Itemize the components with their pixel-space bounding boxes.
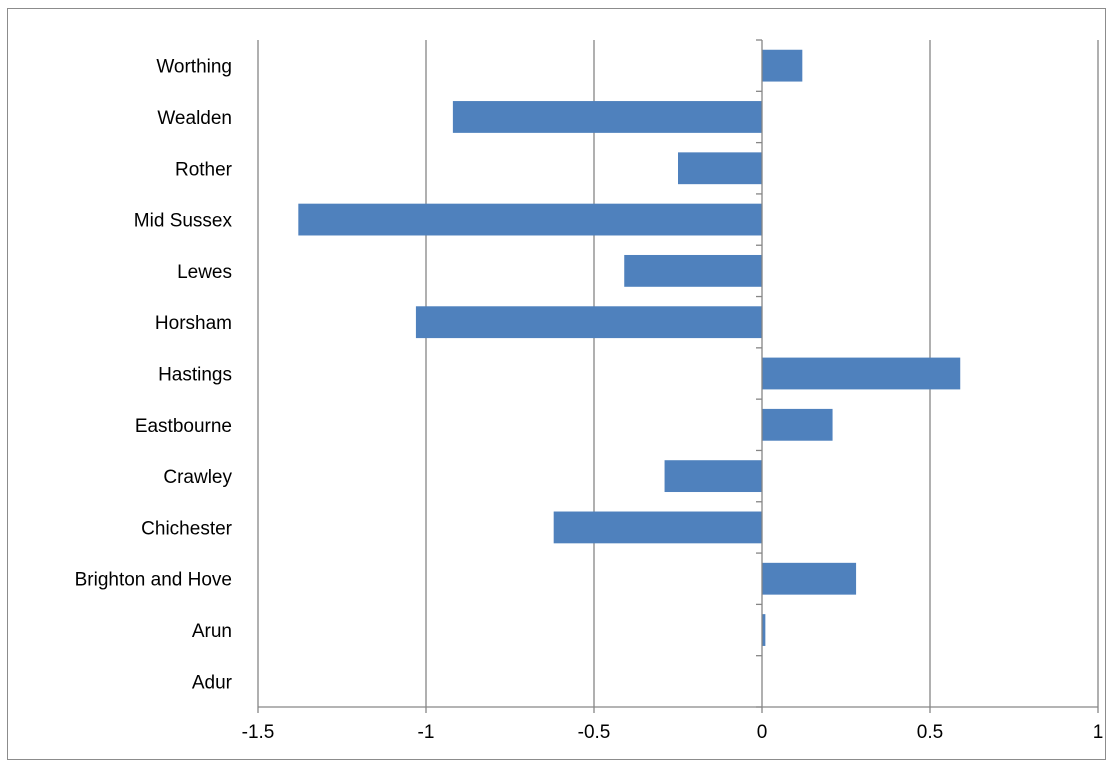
bar-brighton-and-hove [762,562,857,595]
bars [298,49,961,646]
bar-mid-sussex [298,203,762,236]
category-label: Rother [175,159,233,180]
bar-hastings [762,357,961,390]
category-label: Worthing [156,57,232,78]
category-label: Lewes [177,262,232,283]
bar-worthing [762,49,803,82]
bar-lewes [624,254,762,287]
bar-rother [678,152,762,185]
x-tick-label: 0.5 [917,722,943,743]
gridlines [257,40,1099,707]
x-tick-label: -1 [418,722,435,743]
category-label: Chichester [141,518,232,539]
bar-crawley [664,460,762,493]
bar-arun [762,614,766,646]
bar-wealden [452,101,762,133]
category-label: Eastbourne [135,416,232,437]
axes [257,39,1099,713]
category-label: Hastings [158,365,232,386]
bar-horsham [415,306,762,339]
category-label: Crawley [163,467,232,488]
category-label: Mid Sussex [134,211,233,232]
category-labels: Adur Arun Brighton and Hove Chichester Crawl… [75,57,233,694]
bar-eastbourne [762,408,833,441]
x-tick-label: -0.5 [578,722,611,743]
x-tick-label: 1 [1093,722,1104,743]
x-tick-labels: -1.5 -1 -0.5 0 0.5 1 [242,722,1104,743]
x-tick-label: -1.5 [242,722,275,743]
category-label: Horsham [155,313,232,334]
bar-chichester [553,511,762,544]
category-label: Brighton and Hove [75,570,232,591]
category-label: Wealden [157,108,232,129]
category-label: Arun [192,621,232,642]
x-tick-label: 0 [757,722,768,743]
category-label: Adur [192,672,233,693]
